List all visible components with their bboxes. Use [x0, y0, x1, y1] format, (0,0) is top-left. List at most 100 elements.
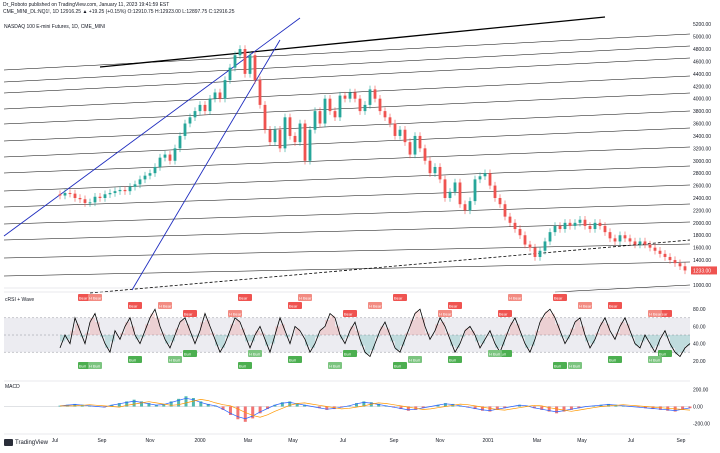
candle-body: [103, 194, 107, 198]
price-tick-label: 2800.00: [693, 171, 711, 177]
price-tick-label: 2000.00: [693, 221, 711, 227]
candle-body: [433, 166, 437, 174]
macd-histogram-bar: [236, 406, 240, 420]
macd-histogram-bar: [317, 406, 321, 409]
rsi-area: [155, 317, 160, 335]
rsi-area: [310, 335, 315, 348]
candle-body: [488, 173, 492, 186]
price-tick-label: 5000.00: [693, 35, 711, 41]
price-tick-label: 3200.00: [693, 146, 711, 152]
hidden-bull-marker: [248, 350, 262, 357]
candle-body: [128, 186, 132, 192]
rsi-area: [495, 335, 500, 348]
candle-body: [253, 55, 257, 81]
rsi-area: [365, 335, 370, 355]
hidden-bear-marker: [438, 310, 452, 317]
hidden-bear-marker: [228, 310, 242, 317]
rsi-area: [550, 313, 555, 335]
channel-line: [3, 243, 691, 259]
macd-line: [59, 397, 691, 420]
bear-marker: [128, 302, 142, 309]
candle-body: [633, 241, 637, 245]
channel-line: [3, 221, 691, 241]
candle-body: [438, 166, 442, 180]
channel-line: [3, 127, 691, 158]
candle-body: [318, 111, 322, 124]
hidden-bull-marker: [408, 356, 422, 363]
hidden-bear-label: H Bear: [369, 304, 382, 309]
rsi-area: [355, 330, 360, 335]
bear-label: Bear: [449, 304, 458, 309]
last-price-label: 1233.00: [693, 268, 711, 274]
price-tick-label: 1400.00: [693, 258, 711, 264]
bear-label: Bear: [659, 312, 668, 317]
bear-marker: [288, 302, 302, 309]
rsi-area: [685, 335, 690, 346]
bear-marker: [498, 310, 512, 317]
candle-body: [113, 191, 117, 194]
macd-histogram-bar: [228, 406, 232, 415]
rsi-area: [205, 319, 210, 335]
macd-tick-label: 0.00: [693, 405, 703, 411]
time-tick-label: Jul: [628, 438, 634, 444]
bull-marker: [288, 356, 302, 363]
time-tick-label: Mar: [244, 438, 253, 444]
bear-marker: [343, 310, 357, 317]
candle-body: [368, 89, 372, 105]
macd-histogram-bar: [221, 406, 225, 410]
macd-histogram-bar: [73, 403, 77, 407]
rsi-area: [585, 335, 590, 342]
macd-histogram-bar: [177, 398, 181, 407]
bear-label: Bear: [344, 312, 353, 317]
price-tick-label: 4000.00: [693, 97, 711, 103]
rsi-pane-title: cRSI + Wave: [5, 297, 35, 303]
bear-marker: [183, 310, 197, 317]
candle-body: [193, 111, 197, 118]
candle-body: [558, 225, 562, 230]
tradingview-brand[interactable]: TradingView: [4, 439, 48, 446]
candle-body: [623, 235, 627, 239]
hidden-bull-label: H Bull: [569, 364, 580, 369]
macd-histogram-bar: [495, 406, 499, 410]
candle-body: [543, 241, 547, 251]
bull-label: Bull: [129, 358, 136, 363]
candle-body: [513, 222, 517, 230]
rsi-area: [60, 335, 65, 342]
rsi-area: [270, 335, 275, 344]
candle-body: [288, 117, 292, 136]
candle-body: [308, 129, 312, 161]
candle-body: [138, 179, 142, 185]
candle-body: [143, 175, 147, 180]
macd-histogram-bar: [443, 403, 447, 407]
candle-body: [463, 204, 467, 211]
channel-line: [3, 57, 691, 94]
rsi-area: [370, 335, 375, 351]
candle-body: [403, 129, 407, 143]
candle-body: [268, 129, 272, 143]
candle-body: [323, 98, 327, 124]
candle-body: [203, 104, 207, 112]
rsi-area: [230, 324, 235, 335]
candle-body: [333, 111, 337, 118]
candle-body: [183, 123, 187, 136]
candle-body: [228, 67, 232, 81]
hidden-bear-label: H Bear: [229, 312, 242, 317]
price-tick-label: 1000.00: [693, 283, 711, 289]
macd-histogram-bar: [362, 401, 366, 407]
rsi-area: [70, 330, 75, 335]
macd-histogram-bar: [154, 404, 158, 407]
price-tick-label: 3600.00: [693, 122, 711, 128]
candle-body: [578, 219, 582, 223]
macd-histogram-bar: [251, 406, 255, 419]
macd-histogram-bar: [577, 406, 581, 409]
rsi-tick-label: 60.00: [693, 324, 706, 330]
hidden-bull-marker: [488, 350, 502, 357]
rsi-area: [620, 322, 625, 335]
candle-body: [428, 160, 432, 174]
last-price-badge: [691, 266, 717, 275]
candle-body: [473, 179, 477, 202]
rsi-area: [465, 328, 470, 335]
time-tick-label: Jul: [340, 438, 346, 444]
candle-body: [413, 135, 417, 155]
